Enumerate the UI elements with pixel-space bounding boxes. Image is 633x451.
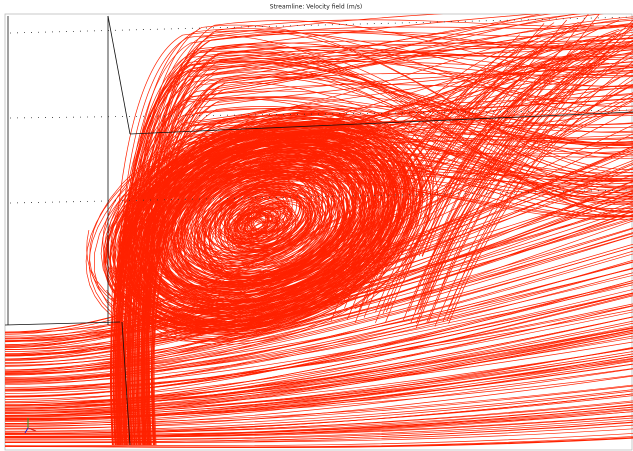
plot-title: Streamline: Velocity field (m/s) <box>270 4 362 11</box>
plot-window: Streamline: Velocity field (m/s) <box>0 0 633 451</box>
